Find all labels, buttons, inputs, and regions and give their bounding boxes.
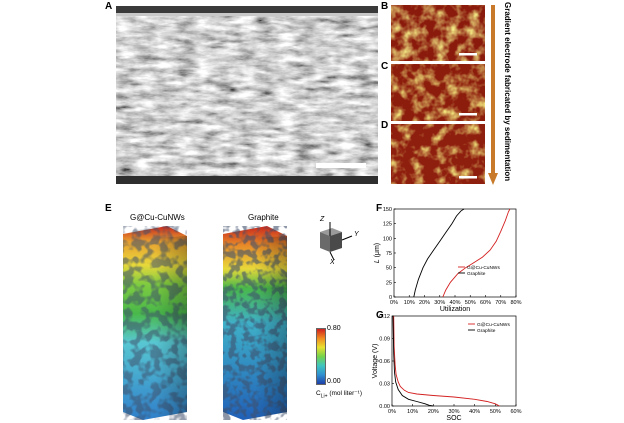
y-axis-label-main: L xyxy=(374,257,381,263)
x-tick-label: 20% xyxy=(419,300,430,306)
x-axis-label: Utilization xyxy=(440,306,470,313)
title-graphite: Graphite xyxy=(248,213,279,222)
legend-label: Graphite xyxy=(467,271,486,277)
legend-label: G@Cu-CuNWs xyxy=(467,265,500,271)
sem-scale-bar xyxy=(316,163,366,168)
series-line-g-cu-cunws xyxy=(393,315,500,407)
x-tick-label: 50% xyxy=(490,409,501,415)
series-line-graphite xyxy=(392,315,434,407)
y-tick-label: 50 xyxy=(386,266,392,272)
y-tick-label: 150 xyxy=(383,207,392,213)
y-tick-label: 75 xyxy=(386,251,392,257)
x-tick-label: 10% xyxy=(407,409,418,415)
colorbar-min: 0.00 xyxy=(327,378,341,385)
colorbar-label: CLi+ (mol liter⁻¹) xyxy=(316,389,362,399)
legend-label: Graphite xyxy=(477,328,496,334)
side-caption: Gradient electrode fabricated by sedimen… xyxy=(503,2,512,182)
panel-label-b: B xyxy=(381,1,389,12)
y-tick-label: 0 xyxy=(389,295,392,301)
colorbar xyxy=(316,328,326,385)
y-axis-label: L (μm) xyxy=(374,243,381,263)
chart-f: 0% 10% 20% 30% 40% 50% 60% 70% 80% 0 25 50 75 100 125 1… xyxy=(374,207,522,313)
columns-3d xyxy=(123,226,287,420)
x-tick-label: 80% xyxy=(510,300,521,306)
title-g-cu-cunws: G@Cu-CuNWs xyxy=(130,213,185,222)
x-tick-label: 40% xyxy=(449,300,460,306)
axis-z-label: Z xyxy=(320,216,325,223)
y-tick-label: 0.00 xyxy=(379,404,390,410)
x-tick-label: 60% xyxy=(510,409,521,415)
legend-label: G@Cu-CuNWs xyxy=(477,322,510,328)
x-tick-label: 40% xyxy=(469,409,480,415)
colorbar-label-units: (mol liter⁻¹) xyxy=(329,390,363,397)
micrograph-b xyxy=(391,5,485,61)
axis-y-label: Y xyxy=(354,231,359,238)
series-line-g-cu-cunws xyxy=(442,208,511,298)
x-tick-label: 10% xyxy=(404,300,415,306)
x-tick-label: 0% xyxy=(388,409,396,415)
y-tick-label: 0.06 xyxy=(379,359,390,365)
x-tick-label: 70% xyxy=(495,300,506,306)
panel-label-g: G xyxy=(376,310,384,321)
colorbar-label-main: C xyxy=(316,390,321,397)
axis-x-label: X xyxy=(330,259,335,266)
y-tick-label: 0.12 xyxy=(379,314,390,320)
y-axis-label: Voltage (V) xyxy=(372,344,379,379)
y-tick-label: 25 xyxy=(386,280,392,286)
panel-label-c: C xyxy=(381,61,389,72)
chart-g: 0% 10% 20% 30% 40% 50% 60% 0.00 0.03 0.06 0.09 0.12… xyxy=(372,314,522,422)
y-tick-label: 0.03 xyxy=(379,382,390,388)
micrograph-c xyxy=(391,64,485,121)
x-tick-label: 30% xyxy=(448,409,459,415)
x-tick-label: 0% xyxy=(390,300,398,306)
panel-label-e: E xyxy=(105,203,112,214)
panel-label-a: A xyxy=(105,1,113,12)
x-tick-label: 60% xyxy=(480,300,491,306)
sem-image xyxy=(116,6,378,184)
micrograph-d xyxy=(391,124,485,184)
plot-frame xyxy=(393,208,517,298)
x-tick-label: 20% xyxy=(428,409,439,415)
panel-label-f: F xyxy=(376,203,383,214)
y-tick-label: 0.09 xyxy=(379,337,390,343)
colorbar-max: 0.80 xyxy=(327,325,341,332)
y-tick-label: 125 xyxy=(383,222,392,228)
series-line-graphite xyxy=(413,208,465,298)
y-axis-label-unit: (μm) xyxy=(374,243,381,258)
axis-cube-icon xyxy=(320,222,353,261)
side-caption-box: Gradient electrode fabricated by sedimen… xyxy=(498,2,514,186)
colorbar-label-sub: Li+ xyxy=(320,393,328,400)
y-tick-label: 100 xyxy=(383,236,392,242)
panel-label-d: D xyxy=(381,120,389,131)
gradient-arrow xyxy=(488,5,498,185)
x-tick-label: 30% xyxy=(434,300,445,306)
x-axis-label: SOC xyxy=(446,415,461,422)
x-tick-label: 50% xyxy=(465,300,476,306)
